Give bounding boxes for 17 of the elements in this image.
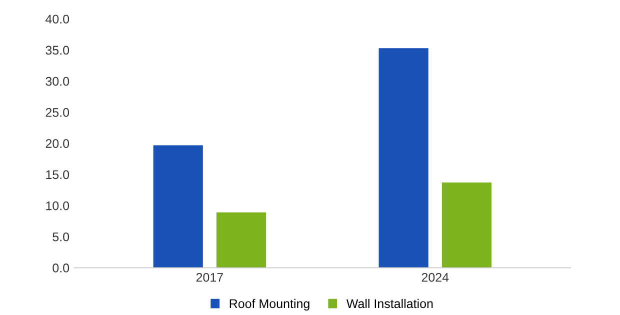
legend-label: Roof Mounting (230, 298, 310, 311)
bar (153, 145, 203, 268)
bar (216, 212, 266, 268)
y-tick-label: 35.0 (46, 46, 70, 55)
legend-label: Wall Installation (346, 298, 433, 308)
y-tick-label: 10.0 (46, 201, 70, 210)
y-tick-label: 0.0 (52, 264, 70, 272)
x-tick-label: 2017 (196, 272, 223, 282)
bar (378, 48, 428, 268)
y-tick-label: 30.0 (46, 76, 70, 86)
y-tick-label: 5.0 (52, 232, 70, 242)
y-tick-label: 20.0 (46, 139, 70, 148)
y-tick-label: 40.0 (46, 14, 70, 24)
x-tick-label: 2024 (422, 272, 449, 282)
bar (442, 182, 492, 268)
y-tick-label: 15.0 (46, 170, 70, 180)
y-tick-label: 25.0 (46, 108, 70, 117)
